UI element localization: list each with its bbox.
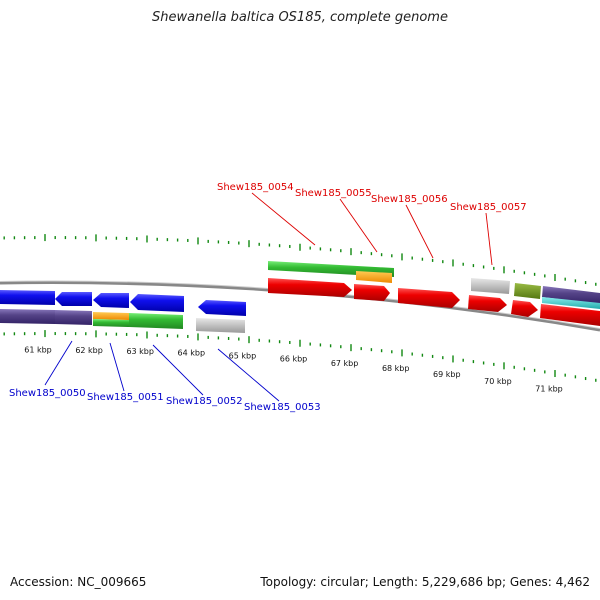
locus-label-0050[interactable]: Shew185_0050 — [9, 388, 86, 399]
kbp-label: 71 kbp — [535, 385, 563, 394]
leader-line-0050 — [44, 340, 73, 386]
locus-label-0053[interactable]: Shew185_0053 — [244, 402, 321, 413]
gene-green-bottom[interactable] — [93, 319, 129, 327]
gene-blue-3[interactable] — [93, 293, 129, 308]
gene-red-4[interactable] — [540, 304, 600, 326]
accession-text: Accession: NC_009665 — [10, 575, 147, 589]
gene-shew185-0056[interactable] — [398, 288, 460, 308]
gene-olive[interactable] — [514, 283, 541, 299]
gene-cyan[interactable] — [542, 297, 600, 309]
gene-blue-4[interactable] — [130, 294, 184, 312]
tick-row-top — [3, 234, 597, 286]
locus-label-0056[interactable]: Shew185_0056 — [371, 194, 448, 205]
kbp-label: 61 kbp — [24, 346, 52, 355]
gene-shew185-0053[interactable] — [198, 300, 246, 316]
gene-gray-top[interactable] — [471, 278, 510, 294]
leader-line-0053 — [217, 348, 280, 402]
kbp-label: 62 kbp — [75, 346, 103, 355]
tick-row-bottom — [3, 330, 597, 382]
kbp-label: 67 kbp — [331, 359, 359, 368]
kbp-label: 63 kbp — [126, 347, 154, 356]
locus-label-0055[interactable]: Shew185_0055 — [295, 188, 372, 199]
gene-shew185-0050[interactable] — [55, 310, 92, 325]
locus-labels-top: Shew185_0054 Shew185_0055 Shew185_0056 S… — [217, 182, 527, 213]
forward-strand-genes — [268, 261, 600, 326]
kbp-axis-labels: 61 kbp 62 kbp 63 kbp 64 kbp 65 kbp 66 kbp 67 k… — [24, 346, 563, 394]
gene-red-3[interactable] — [511, 300, 538, 317]
gene-shew185-0057[interactable] — [468, 295, 507, 312]
kbp-label: 65 kbp — [229, 351, 257, 360]
kbp-label: 68 kbp — [382, 364, 410, 373]
gene-shew185-0051[interactable] — [93, 312, 129, 320]
gene-blue-2[interactable] — [55, 292, 92, 306]
gene-red-1[interactable] — [268, 278, 352, 297]
leader-lines-top — [251, 192, 493, 266]
gene-purple-1[interactable] — [0, 309, 55, 324]
leader-line-0055 — [339, 198, 378, 253]
leader-line-0057 — [485, 212, 493, 266]
genome-summary-text: Topology: circular; Length: 5,229,686 bp… — [260, 575, 590, 589]
locus-label-0052[interactable]: Shew185_0052 — [166, 396, 243, 407]
kbp-label: 64 kbp — [178, 349, 206, 358]
kbp-label: 70 kbp — [484, 377, 512, 386]
leader-line-0051 — [109, 342, 125, 392]
gene-blue-1[interactable] — [0, 290, 55, 305]
gene-purple-top[interactable] — [542, 286, 600, 304]
locus-label-0054[interactable]: Shew185_0054 — [217, 182, 294, 193]
leader-lines-bottom — [44, 340, 280, 402]
leader-line-0054 — [251, 192, 316, 246]
locus-labels-bottom: Shew185_0050 Shew185_0051 Shew185_0052 S… — [9, 388, 321, 413]
gene-gray-bottom[interactable] — [196, 318, 245, 333]
gene-shew185-0055[interactable] — [356, 271, 392, 283]
leader-line-0056 — [405, 204, 434, 259]
reverse-strand-genes — [0, 290, 246, 333]
genome-title: Shewanella baltica OS185, complete genom… — [152, 10, 448, 25]
locus-label-0051[interactable]: Shew185_0051 — [87, 392, 164, 403]
locus-label-0057[interactable]: Shew185_0057 — [450, 202, 527, 213]
kbp-label: 66 kbp — [280, 355, 308, 364]
gene-shew185-0052[interactable] — [129, 313, 183, 329]
kbp-label: 69 kbp — [433, 370, 461, 379]
gene-red-2[interactable] — [354, 284, 390, 301]
leader-line-0052 — [152, 344, 204, 396]
